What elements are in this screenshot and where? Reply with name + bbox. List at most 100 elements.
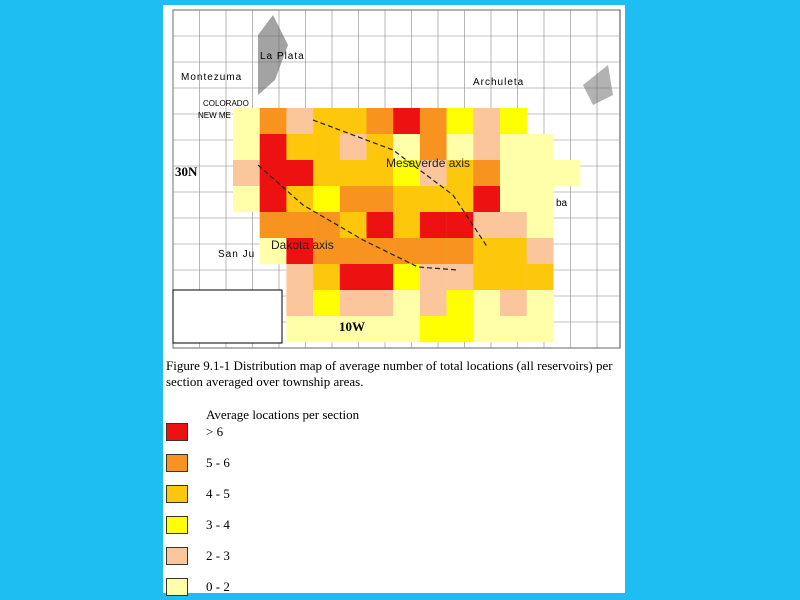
axis-line — [312, 119, 489, 249]
map-cell — [286, 238, 314, 265]
map-cell — [473, 212, 501, 239]
map-cell — [366, 186, 394, 213]
map-cell — [366, 264, 394, 291]
map-cell — [286, 134, 314, 161]
map-cell — [233, 160, 260, 187]
map-cell — [313, 316, 340, 343]
map-label: COLORADO — [203, 99, 249, 108]
map-cell — [393, 290, 421, 317]
map-cell — [500, 186, 527, 213]
map-cell — [526, 186, 554, 213]
map-cell — [446, 316, 474, 343]
map-cell — [526, 316, 554, 343]
map-cell — [339, 186, 367, 213]
map-cell — [526, 212, 554, 239]
map-label: La Plata — [260, 51, 305, 62]
map-cell — [500, 160, 527, 187]
map-cell — [366, 212, 394, 239]
map-cell — [339, 290, 367, 317]
map-cell — [339, 134, 367, 161]
map-cell — [393, 134, 421, 161]
map-cell — [233, 186, 260, 213]
map-cell — [446, 186, 474, 213]
map-label: Archuleta — [473, 77, 524, 88]
map-cell — [500, 264, 527, 291]
reservoir — [583, 65, 613, 105]
map-cell — [366, 160, 394, 187]
legend-label: > 6 — [206, 424, 224, 439]
map-cell — [473, 238, 501, 265]
map-cell — [339, 212, 367, 239]
map-cell — [446, 160, 474, 187]
map-cell — [500, 134, 527, 161]
map-cell — [393, 108, 421, 135]
map-cell — [339, 238, 367, 265]
map-cell — [446, 290, 474, 317]
map-cell — [473, 264, 501, 291]
map-cell — [366, 290, 394, 317]
map-cell — [446, 238, 474, 265]
map-cell — [339, 108, 367, 135]
map-cell — [286, 212, 314, 239]
map-cell — [366, 316, 394, 343]
map-cell — [393, 264, 421, 291]
map-label: 10W — [339, 319, 365, 334]
map-cell — [313, 264, 340, 291]
map-cell — [500, 316, 527, 343]
map-cell — [233, 108, 260, 135]
map-cell — [339, 160, 367, 187]
map-cell — [526, 264, 554, 291]
map-cell — [393, 160, 421, 187]
map-cell — [393, 316, 421, 343]
map-cell — [366, 238, 394, 265]
axis-label: Mesaverde axis — [386, 156, 470, 170]
legend-label: 2 - 3 — [206, 548, 230, 563]
map-cell — [500, 108, 527, 135]
map-cell — [259, 212, 287, 239]
map-cell — [393, 212, 421, 239]
map-cell — [313, 160, 340, 187]
legend-label: 0 - 2 — [206, 579, 230, 594]
map-cell — [259, 108, 287, 135]
map-cell — [339, 264, 367, 291]
map-cell — [446, 134, 474, 161]
map-cell — [259, 238, 287, 265]
map-cell — [339, 316, 367, 343]
map-cell — [286, 264, 314, 291]
map-cell — [419, 290, 447, 317]
map-cell — [473, 316, 501, 343]
map-cell — [419, 238, 447, 265]
map-cell — [553, 160, 581, 187]
legend-label: 5 - 6 — [206, 455, 230, 470]
map-label: NEW ME — [198, 111, 231, 120]
legend-label: 3 - 4 — [206, 517, 230, 532]
legend-title: Average locations per section — [206, 407, 360, 422]
map-label: ba — [556, 198, 568, 209]
figure-panel: La Plata Montezuma Archuleta COLORADO NE… — [163, 5, 625, 596]
map-cell — [526, 290, 554, 317]
map-cell — [286, 290, 314, 317]
axis-line — [257, 164, 459, 271]
legend-swatch — [166, 454, 188, 472]
map-cell — [313, 238, 340, 265]
map-cell — [419, 264, 447, 291]
legend-swatch — [166, 578, 188, 596]
axis-label: Dakota axis — [271, 238, 334, 252]
map-cell — [313, 186, 340, 213]
map-cell — [286, 160, 314, 187]
map-cell — [473, 186, 501, 213]
map-cell — [419, 186, 447, 213]
legend-swatch — [166, 547, 188, 565]
map-cell — [446, 108, 474, 135]
map-cell — [419, 134, 447, 161]
map-cell — [526, 160, 554, 187]
map-cell — [419, 212, 447, 239]
map-cell — [286, 108, 314, 135]
map-cell — [259, 134, 287, 161]
inset-box — [172, 289, 283, 344]
map-label: 30N — [175, 164, 198, 179]
map-cell — [313, 212, 340, 239]
map-cell — [393, 238, 421, 265]
map-cell — [366, 134, 394, 161]
map-cell — [366, 108, 394, 135]
